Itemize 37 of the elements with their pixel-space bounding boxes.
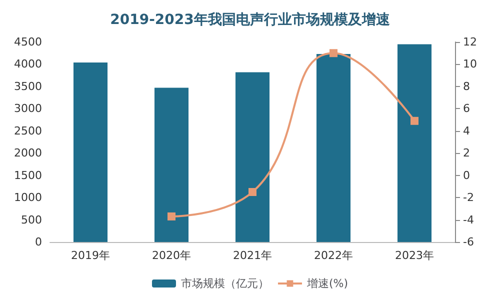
y-tick-label: 2000 [14, 146, 42, 160]
bar [235, 72, 270, 242]
y2-tick-label: 2 [463, 146, 470, 160]
bar [397, 44, 432, 242]
y-tick-label: 2500 [14, 124, 42, 138]
y-tick-label: 4000 [14, 58, 42, 71]
point [330, 49, 338, 58]
y2-tick-label: 0 [463, 168, 470, 182]
y2-tick-label: -2 [463, 191, 474, 204]
legend-label: 市场规模（亿元） [180, 277, 269, 290]
point [410, 116, 418, 125]
point [248, 188, 256, 196]
bar [154, 88, 189, 242]
x-tick-label: 2022年 [314, 249, 353, 262]
bar [73, 62, 108, 242]
y2-tick-label: 6 [463, 102, 470, 116]
point [168, 212, 176, 220]
y-tick-label: 1500 [14, 168, 42, 182]
x-tick-label: 2023年 [395, 249, 434, 262]
y-tick-label: 3500 [14, 80, 42, 93]
y2-tick-label: 12 [463, 36, 477, 48]
y-tick-label: 0 [35, 236, 42, 248]
x-tick-label: 2019年 [71, 249, 110, 262]
y-tick-label: 1000 [14, 191, 42, 204]
chart-title: 2019-2023年我国电声行业市场规模及增速 [110, 11, 391, 28]
y2-tick-label: 10 [463, 58, 477, 71]
y2-tick-label: 4 [463, 124, 470, 138]
y-tick-label: 3000 [14, 102, 42, 116]
y2-tick-label: -4 [463, 213, 474, 226]
y-tick-label: 500 [21, 213, 42, 226]
x-tick-label: 2021年 [233, 249, 272, 262]
bar [316, 54, 351, 242]
y-tick-label: 4500 [14, 36, 42, 48]
y2-tick-label: 8 [463, 80, 470, 93]
y2-tick-label: -6 [463, 236, 474, 248]
x-tick-label: 2020年 [152, 249, 191, 262]
legend-label: 增速(%) [306, 277, 348, 290]
